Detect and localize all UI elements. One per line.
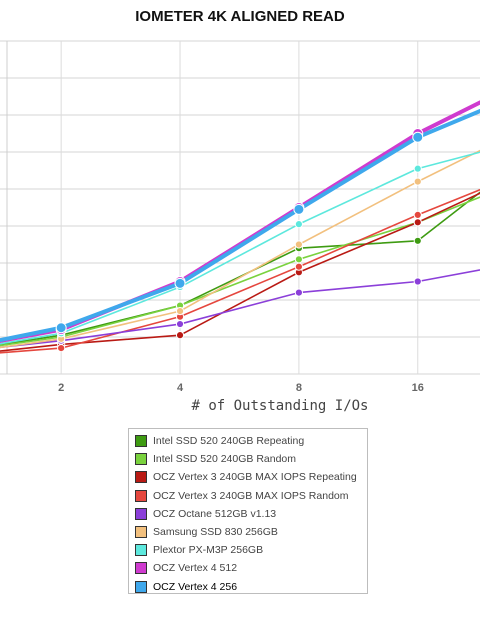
legend-swatch xyxy=(135,580,147,593)
legend-label: Intel SSD 520 240GB Repeating xyxy=(153,435,305,448)
legend-swatch xyxy=(135,489,147,502)
legend-item: OCZ Octane 512GB v1.13 xyxy=(135,505,367,523)
legend-item: OCZ Vertex 4 512 xyxy=(135,559,367,577)
series-line xyxy=(0,196,480,347)
series-line xyxy=(0,269,480,349)
series-lines xyxy=(0,100,480,354)
legend-item: Samsung SSD 830 256GB xyxy=(135,523,367,541)
legend-label: Intel SSD 520 240GB Random xyxy=(153,453,297,466)
legend-item: Plextor PX-M3P 256GB xyxy=(135,541,367,559)
legend-swatch xyxy=(135,471,147,484)
legend-label: Plextor PX-M3P 256GB xyxy=(153,544,264,557)
legend-item: OCZ Vertex 3 240GB MAX IOPS Repeating xyxy=(135,468,367,486)
legend-label: OCZ Vertex 4 512 xyxy=(153,562,238,575)
plot-area xyxy=(0,41,480,374)
series-point xyxy=(294,220,303,229)
legend-item: Intel SSD 520 240GB Repeating xyxy=(135,432,367,450)
x-tick-label: 2 xyxy=(58,382,64,394)
line-chart: 2 4 8 16 xyxy=(0,40,480,394)
x-axis-title: # of Outstanding I/Os xyxy=(191,398,369,414)
legend-swatch xyxy=(135,526,147,539)
series-point xyxy=(293,203,305,215)
series-line xyxy=(0,191,480,346)
series-point xyxy=(174,277,186,289)
series-point xyxy=(175,331,185,340)
series-point xyxy=(294,240,303,249)
series-point xyxy=(175,319,185,329)
series-point xyxy=(294,262,303,271)
legend-label: OCZ Vertex 4 256 xyxy=(153,580,238,593)
series-point xyxy=(412,131,424,143)
series-point xyxy=(175,307,185,316)
x-tick-label: 8 xyxy=(296,382,302,394)
x-axis-ticks: 2 4 8 16 xyxy=(58,382,424,394)
legend-item: OCZ Vertex 4 256 xyxy=(135,578,367,596)
legend-swatch xyxy=(135,544,147,557)
legend-item: Intel SSD 520 240GB Random xyxy=(135,450,367,468)
series-point xyxy=(55,322,67,334)
series-points xyxy=(55,128,424,353)
legend-swatch xyxy=(135,435,147,448)
series-point xyxy=(413,277,422,286)
x-tick-label: 16 xyxy=(412,382,424,394)
series-point xyxy=(413,218,422,227)
series-line xyxy=(0,108,480,343)
legend-label: Samsung SSD 830 256GB xyxy=(153,526,278,539)
x-tick-label: 4 xyxy=(177,382,184,394)
series-point xyxy=(294,255,303,264)
series-point xyxy=(294,288,303,297)
series-point xyxy=(413,210,422,219)
series-point xyxy=(57,344,66,353)
legend-label: OCZ Vertex 3 240GB MAX IOPS Random xyxy=(153,489,349,502)
legend-label: OCZ Vertex 3 240GB MAX IOPS Repeating xyxy=(153,471,357,484)
series-line xyxy=(0,192,480,352)
series-point xyxy=(413,236,422,245)
legend: Intel SSD 520 240GB Repeating Intel SSD 5… xyxy=(128,428,368,594)
series-point xyxy=(413,164,422,173)
series-line xyxy=(0,149,480,349)
legend-item: OCZ Vertex 3 240GB MAX IOPS Random xyxy=(135,487,367,505)
legend-swatch xyxy=(135,453,147,466)
legend-swatch xyxy=(135,507,147,520)
series-line xyxy=(0,188,480,354)
series-line xyxy=(0,151,480,345)
series-point xyxy=(413,177,422,186)
legend-swatch xyxy=(135,562,147,575)
legend-label: OCZ Octane 512GB v1.13 xyxy=(153,507,277,520)
grid xyxy=(0,40,480,375)
chart-title: IOMETER 4K ALIGNED READ xyxy=(135,8,345,25)
